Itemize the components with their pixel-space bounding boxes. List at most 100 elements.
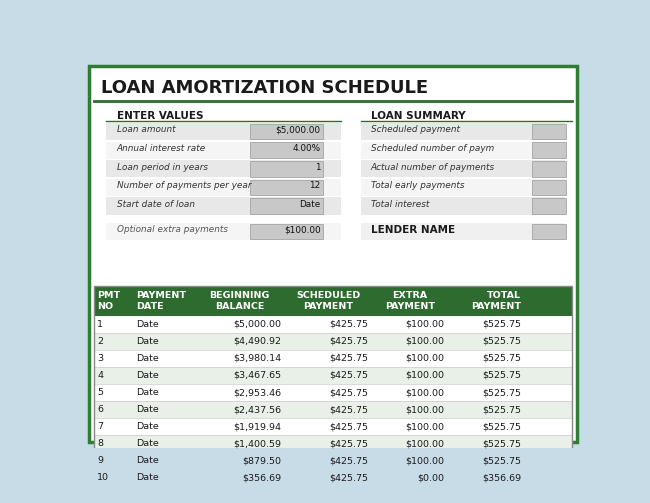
- Text: 10: 10: [98, 473, 109, 482]
- Text: PMT: PMT: [98, 291, 120, 300]
- Text: $425.75: $425.75: [329, 337, 368, 346]
- Text: 5: 5: [98, 388, 103, 397]
- Text: $525.75: $525.75: [482, 320, 521, 329]
- FancyBboxPatch shape: [107, 223, 341, 240]
- Text: Start date of loan: Start date of loan: [116, 200, 194, 209]
- FancyBboxPatch shape: [107, 179, 341, 196]
- Text: DATE: DATE: [136, 302, 163, 311]
- Text: Scheduled number of paym: Scheduled number of paym: [371, 144, 494, 153]
- FancyBboxPatch shape: [94, 452, 573, 469]
- Text: $100.00: $100.00: [406, 337, 445, 346]
- Text: EXTRA: EXTRA: [392, 291, 427, 300]
- Text: $100.00: $100.00: [406, 405, 445, 414]
- Text: $525.75: $525.75: [482, 456, 521, 465]
- Text: PAYMENT: PAYMENT: [385, 302, 435, 311]
- Text: $100.00: $100.00: [406, 354, 445, 363]
- Text: $5,000.00: $5,000.00: [234, 320, 281, 329]
- FancyBboxPatch shape: [94, 316, 573, 333]
- Text: 1: 1: [98, 320, 103, 329]
- FancyBboxPatch shape: [250, 142, 323, 158]
- Text: Optional extra payments: Optional extra payments: [116, 225, 228, 234]
- FancyBboxPatch shape: [107, 198, 341, 214]
- Text: $100.00: $100.00: [406, 371, 445, 380]
- Text: $1,400.59: $1,400.59: [234, 439, 281, 448]
- Text: Actual number of payments: Actual number of payments: [371, 162, 495, 172]
- FancyBboxPatch shape: [89, 66, 577, 442]
- Text: $2,953.46: $2,953.46: [233, 388, 281, 397]
- Text: Total early payments: Total early payments: [371, 181, 464, 190]
- FancyBboxPatch shape: [94, 435, 573, 452]
- FancyBboxPatch shape: [107, 142, 341, 159]
- Text: 12: 12: [309, 181, 320, 190]
- Text: $100.00: $100.00: [284, 225, 320, 234]
- Text: Date: Date: [136, 388, 159, 397]
- Text: SCHEDULED: SCHEDULED: [296, 291, 361, 300]
- Text: $879.50: $879.50: [242, 456, 281, 465]
- Text: Date: Date: [136, 422, 159, 431]
- Text: PAYMENT: PAYMENT: [136, 291, 186, 300]
- FancyBboxPatch shape: [250, 224, 323, 239]
- Text: $4,490.92: $4,490.92: [234, 337, 281, 346]
- Text: Date: Date: [299, 200, 320, 209]
- FancyBboxPatch shape: [94, 333, 573, 350]
- FancyBboxPatch shape: [361, 123, 565, 140]
- Text: BALANCE: BALANCE: [215, 302, 265, 311]
- FancyBboxPatch shape: [250, 198, 323, 214]
- Text: LOAN AMORTIZATION SCHEDULE: LOAN AMORTIZATION SCHEDULE: [101, 79, 428, 97]
- Text: 8: 8: [98, 439, 103, 448]
- Text: Date: Date: [136, 337, 159, 346]
- Text: Date: Date: [136, 439, 159, 448]
- Text: $525.75: $525.75: [482, 354, 521, 363]
- Text: $3,467.65: $3,467.65: [233, 371, 281, 380]
- Text: $100.00: $100.00: [406, 320, 445, 329]
- Text: 9: 9: [98, 456, 103, 465]
- FancyBboxPatch shape: [361, 223, 565, 240]
- Text: $5,000.00: $5,000.00: [276, 125, 320, 134]
- FancyBboxPatch shape: [94, 401, 573, 418]
- FancyBboxPatch shape: [250, 180, 323, 195]
- Text: $425.75: $425.75: [329, 439, 368, 448]
- Text: $525.75: $525.75: [482, 439, 521, 448]
- Text: $356.69: $356.69: [482, 473, 521, 482]
- FancyBboxPatch shape: [361, 198, 565, 214]
- Text: $525.75: $525.75: [482, 388, 521, 397]
- Text: 3: 3: [98, 354, 103, 363]
- Text: LOAN SUMMARY: LOAN SUMMARY: [371, 112, 465, 122]
- Text: $425.75: $425.75: [329, 320, 368, 329]
- FancyBboxPatch shape: [532, 124, 566, 139]
- Text: LENDER NAME: LENDER NAME: [371, 225, 455, 235]
- Text: $1,919.94: $1,919.94: [234, 422, 281, 431]
- Text: Total interest: Total interest: [371, 200, 429, 209]
- Text: Date: Date: [136, 473, 159, 482]
- Text: $100.00: $100.00: [406, 456, 445, 465]
- Text: Number of payments per year: Number of payments per year: [116, 181, 251, 190]
- FancyBboxPatch shape: [532, 161, 566, 177]
- Text: $356.69: $356.69: [242, 473, 281, 482]
- Text: 2: 2: [98, 337, 103, 346]
- FancyBboxPatch shape: [94, 418, 573, 435]
- Text: PAYMENT: PAYMENT: [304, 302, 354, 311]
- Text: 4.00%: 4.00%: [292, 144, 320, 153]
- Text: Date: Date: [136, 456, 159, 465]
- FancyBboxPatch shape: [94, 384, 573, 401]
- Text: $525.75: $525.75: [482, 337, 521, 346]
- FancyBboxPatch shape: [94, 350, 573, 367]
- FancyBboxPatch shape: [361, 160, 565, 178]
- Text: Scheduled payment: Scheduled payment: [371, 125, 460, 134]
- FancyBboxPatch shape: [250, 161, 323, 177]
- Text: $425.75: $425.75: [329, 354, 368, 363]
- FancyBboxPatch shape: [532, 224, 566, 239]
- FancyBboxPatch shape: [94, 367, 573, 384]
- FancyBboxPatch shape: [532, 142, 566, 158]
- Text: $0.00: $0.00: [417, 473, 445, 482]
- Text: 4: 4: [98, 371, 103, 380]
- Text: $525.75: $525.75: [482, 422, 521, 431]
- Text: ENTER VALUES: ENTER VALUES: [116, 112, 203, 122]
- Text: Date: Date: [136, 371, 159, 380]
- Text: $3,980.14: $3,980.14: [233, 354, 281, 363]
- Text: $100.00: $100.00: [406, 388, 445, 397]
- Text: Date: Date: [136, 405, 159, 414]
- FancyBboxPatch shape: [107, 123, 341, 140]
- Text: PAYMENT: PAYMENT: [471, 302, 521, 311]
- Text: $425.75: $425.75: [329, 405, 368, 414]
